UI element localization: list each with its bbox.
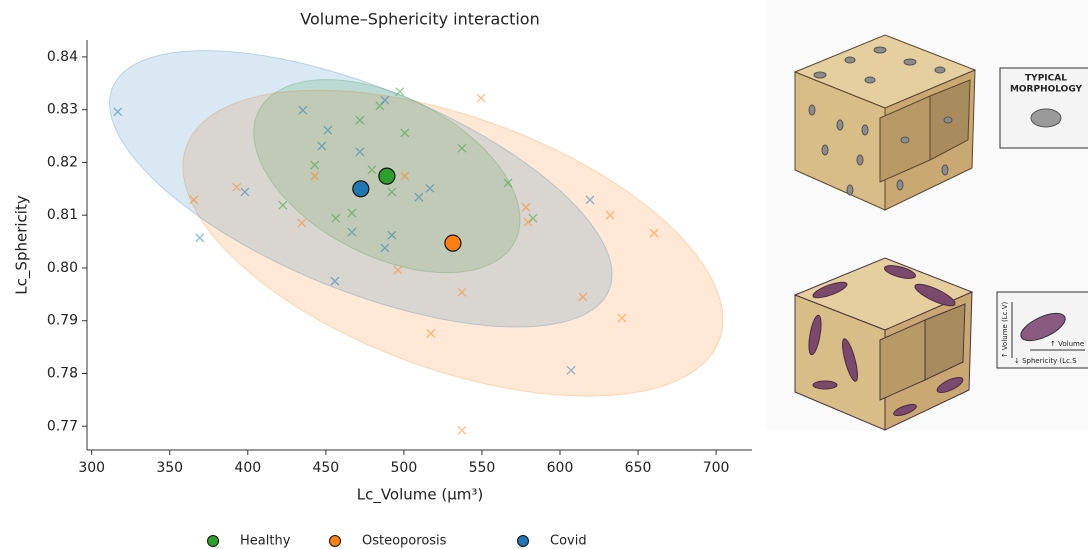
- x-tick-label: 550: [469, 460, 496, 476]
- y-tick-label: 0.78: [47, 365, 78, 381]
- point: [196, 234, 204, 242]
- legend-marker: [330, 536, 341, 547]
- box-title: TYPICAL: [1025, 74, 1067, 84]
- chart: TYPICAL MORPHOLOGY ↑ Volume (Lc.V) ↑ Vol…: [0, 0, 1088, 549]
- point: [458, 426, 466, 434]
- legend-label: Healthy: [240, 534, 291, 549]
- y-axis-label: Lc_Sphericity: [13, 195, 32, 295]
- page: TYPICAL MORPHOLOGY ↑ Volume (Lc.V) ↑ Vol…: [0, 0, 1088, 549]
- plot-area: [110, 51, 724, 435]
- y-tick-label: 0.83: [47, 102, 78, 118]
- mean-marker: [379, 168, 395, 184]
- x-tick-label: 450: [312, 460, 339, 476]
- y-tick-label: 0.82: [47, 154, 78, 170]
- x-axis-label: Lc_Volume (µm³): [357, 486, 484, 505]
- y-tick-label: 0.80: [47, 260, 78, 276]
- x-tick-label: 700: [703, 460, 730, 476]
- box-title: MORPHOLOGY: [1010, 85, 1083, 95]
- y-tick-label: 0.77: [47, 418, 78, 434]
- legend-marker: [518, 536, 529, 547]
- mean-marker: [353, 181, 369, 197]
- mean-marker: [445, 235, 461, 251]
- legend-label: Osteoporosis: [362, 534, 447, 549]
- x-tick-label: 350: [156, 460, 183, 476]
- x-tick-label: 650: [625, 460, 652, 476]
- box-axis-label: ↑ Volume: [1050, 340, 1084, 348]
- y-tick-label: 0.84: [47, 49, 78, 65]
- legend-label: Covid: [550, 534, 587, 549]
- x-tick-label: 500: [391, 460, 418, 476]
- x-tick-label: 600: [547, 460, 574, 476]
- x-tick-label: 300: [78, 460, 105, 476]
- x-tick-label: 400: [234, 460, 261, 476]
- point: [477, 94, 485, 102]
- y-tick-label: 0.79: [47, 313, 78, 329]
- typical-box: TYPICAL MORPHOLOGY: [1000, 68, 1088, 148]
- chart-title: Volume–Sphericity interaction: [300, 10, 539, 29]
- box-axis-label: ↓ Sphericity (Lc.S: [1014, 357, 1077, 365]
- legend-marker: [208, 536, 219, 547]
- y-tick-label: 0.81: [47, 207, 78, 223]
- box-axis-label: ↑ Volume (Lc.V): [1001, 301, 1009, 358]
- altered-box: ↑ Volume (Lc.V) ↑ Volume ↓ Sphericity (L…: [997, 292, 1088, 368]
